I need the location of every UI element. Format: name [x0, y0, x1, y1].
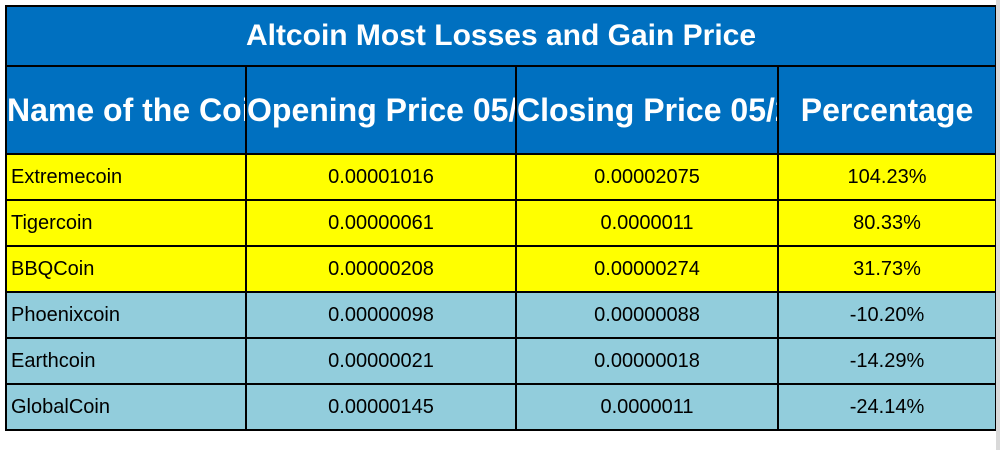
closing-price-cell[interactable]: 0.00002075	[515, 153, 779, 201]
percentage-cell[interactable]: 80.33%	[777, 199, 997, 247]
percentage-cell[interactable]: -24.14%	[777, 383, 997, 431]
table-row: Extremecoin 0.00001016 0.00002075 104.23%	[5, 153, 997, 201]
window-edge	[996, 0, 1000, 450]
closing-price-cell[interactable]: 0.0000011	[515, 383, 779, 431]
opening-price-cell[interactable]: 0.00000145	[245, 383, 517, 431]
percentage-cell[interactable]: -14.29%	[777, 337, 997, 385]
opening-price-cell[interactable]: 0.00000061	[245, 199, 517, 247]
column-header-opening-price: Opening Price 05/20/15	[245, 65, 517, 155]
percentage-cell[interactable]: -10.20%	[777, 291, 997, 339]
opening-price-cell[interactable]: 0.00000098	[245, 291, 517, 339]
table-row: Earthcoin 0.00000021 0.00000018 -14.29%	[5, 337, 997, 385]
opening-price-cell[interactable]: 0.00000021	[245, 337, 517, 385]
coin-name-cell[interactable]: Phoenixcoin	[5, 291, 247, 339]
coin-name-cell[interactable]: Tigercoin	[5, 199, 247, 247]
closing-price-cell[interactable]: 0.0000011	[515, 199, 779, 247]
opening-price-cell[interactable]: 0.00001016	[245, 153, 517, 201]
percentage-cell[interactable]: 104.23%	[777, 153, 997, 201]
table-row: Phoenixcoin 0.00000098 0.00000088 -10.20%	[5, 291, 997, 339]
table-row: GlobalCoin 0.00000145 0.0000011 -24.14%	[5, 383, 997, 431]
closing-price-cell[interactable]: 0.00000088	[515, 291, 779, 339]
table-body: Extremecoin 0.00001016 0.00002075 104.23% Ti…	[5, 153, 997, 431]
column-header-closing-price: Closing Price 05/20/15	[515, 65, 779, 155]
coin-name-cell[interactable]: BBQCoin	[5, 245, 247, 293]
column-header-name: Name of the Coin	[5, 65, 247, 155]
closing-price-cell[interactable]: 0.00000274	[515, 245, 779, 293]
table-row: BBQCoin 0.00000208 0.00000274 31.73%	[5, 245, 997, 293]
table-row: Tigercoin 0.00000061 0.0000011 80.33%	[5, 199, 997, 247]
table-title: Altcoin Most Losses and Gain Price	[5, 5, 997, 67]
altcoin-table: Altcoin Most Losses and Gain Price Name …	[5, 5, 997, 431]
column-header-percentage: Percentage	[777, 65, 997, 155]
percentage-cell[interactable]: 31.73%	[777, 245, 997, 293]
coin-name-cell[interactable]: GlobalCoin	[5, 383, 247, 431]
coin-name-cell[interactable]: Earthcoin	[5, 337, 247, 385]
coin-name-cell[interactable]: Extremecoin	[5, 153, 247, 201]
opening-price-cell[interactable]: 0.00000208	[245, 245, 517, 293]
closing-price-cell[interactable]: 0.00000018	[515, 337, 779, 385]
